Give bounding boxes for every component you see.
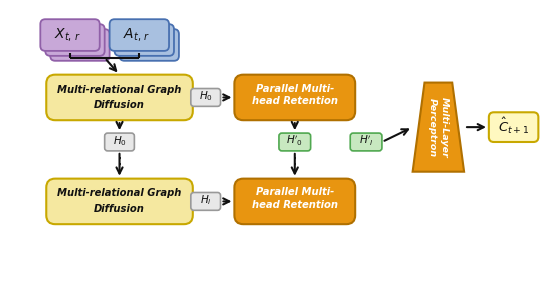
Text: $H'_0$: $H'_0$ [286,134,304,148]
Text: $\hat{C}_{t+1}$: $\hat{C}_{t+1}$ [498,116,529,136]
FancyBboxPatch shape [46,179,193,224]
FancyBboxPatch shape [234,75,355,120]
Text: Parallel Multi-: Parallel Multi- [256,83,334,94]
FancyBboxPatch shape [120,29,179,61]
FancyBboxPatch shape [50,29,110,61]
Text: ⋮: ⋮ [286,156,304,174]
Polygon shape [413,83,464,172]
FancyBboxPatch shape [279,133,311,151]
FancyBboxPatch shape [40,19,100,51]
FancyBboxPatch shape [234,179,355,224]
FancyBboxPatch shape [191,89,221,106]
Text: Diffusion: Diffusion [94,100,145,110]
FancyBboxPatch shape [110,19,169,51]
Text: Multi-relational Graph: Multi-relational Graph [57,85,182,94]
Text: Parallel Multi-: Parallel Multi- [256,188,334,197]
Text: ⋮: ⋮ [110,156,128,174]
Text: $A_{t,\, r}$: $A_{t,\, r}$ [123,26,150,43]
Text: $H'_l$: $H'_l$ [359,134,373,148]
Text: Multi-Layer
Perceptron: Multi-Layer Perceptron [428,97,449,158]
Text: $H_l$: $H_l$ [200,193,211,207]
Text: head Retention: head Retention [252,200,338,210]
FancyBboxPatch shape [115,24,174,56]
Text: $H_0$: $H_0$ [112,134,127,148]
FancyBboxPatch shape [489,112,538,142]
Text: $X_{t,\, r}$: $X_{t,\, r}$ [54,26,81,43]
FancyBboxPatch shape [105,133,134,151]
FancyBboxPatch shape [46,75,193,120]
FancyBboxPatch shape [350,133,382,151]
Text: $H_0$: $H_0$ [199,90,212,103]
FancyBboxPatch shape [191,193,221,210]
FancyBboxPatch shape [45,24,105,56]
Text: head Retention: head Retention [252,96,338,106]
Text: Diffusion: Diffusion [94,204,145,214]
Text: Multi-relational Graph: Multi-relational Graph [57,188,182,199]
